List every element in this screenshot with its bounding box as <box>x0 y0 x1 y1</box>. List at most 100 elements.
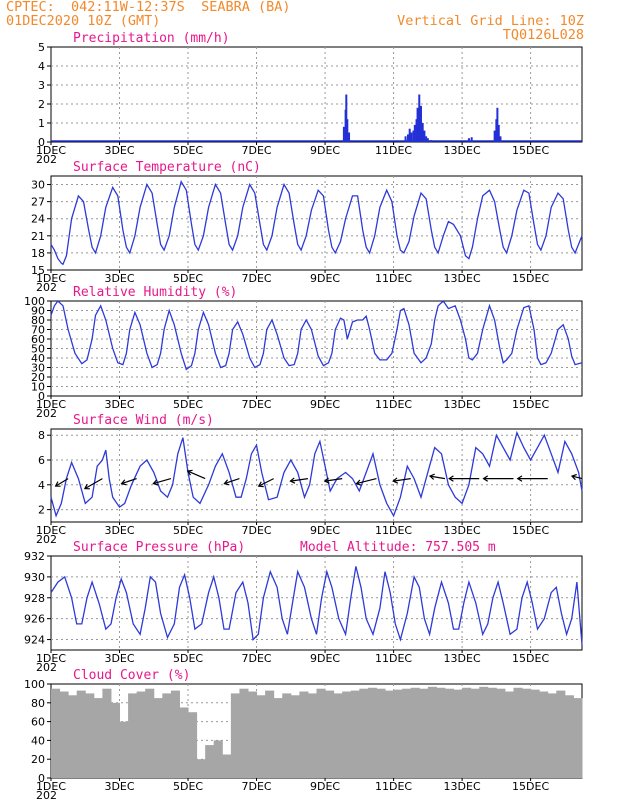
x-tick-label: 5DEC <box>173 780 203 793</box>
panel-title: Relative Humidity (%) <box>73 285 237 300</box>
precip-bar <box>497 124 500 142</box>
cloud-bar <box>128 693 138 778</box>
y-tick-label: 100 <box>24 678 45 691</box>
wind-arrow-head <box>152 479 159 486</box>
x-tick-label: 9DEC <box>310 524 340 537</box>
precip-bar <box>499 136 502 142</box>
wind-arrow <box>84 478 103 490</box>
x-tick-label: 13DEC <box>444 524 481 537</box>
x-tick-label: 9DEC <box>310 144 340 157</box>
cloud-bar <box>410 687 420 778</box>
x-tick-label: 1DEC <box>36 398 66 411</box>
cloud-bar <box>522 688 532 778</box>
x-tick-label: 7DEC <box>241 780 271 793</box>
precip-bar <box>419 105 422 142</box>
cloud-bar <box>393 689 403 778</box>
header-grid-line: Vertical Grid Line: 10Z <box>397 13 584 29</box>
cloud-bar <box>367 687 377 778</box>
x-tick-label: 7DEC <box>241 524 271 537</box>
x-tick-label: 7DEC <box>241 652 271 665</box>
wind-arrow-head <box>323 477 330 484</box>
x-tick-label: 7DEC <box>241 144 271 157</box>
x-tick-label: 3DEC <box>104 272 134 285</box>
y-tick-label: 100 <box>24 295 45 308</box>
x-tick-label: 11DEC <box>375 398 412 411</box>
series-line <box>50 430 583 518</box>
precip-bar <box>346 119 349 142</box>
x-tick-label: 5DEC <box>173 398 203 411</box>
x-tick-label: 3DEC <box>104 398 134 411</box>
precip-bar <box>470 137 473 142</box>
cloud-bar <box>342 691 352 778</box>
cloud-bar <box>265 690 275 778</box>
x-tick-label: 1DEC <box>36 524 66 537</box>
header-station: CPTEC: 042:11W-12:37S SEABRA (BA) <box>6 0 291 15</box>
wind-arrow <box>224 478 240 485</box>
precip-bar <box>404 136 407 142</box>
panel-frame <box>50 428 583 523</box>
x-tick-label: 1DEC <box>36 144 66 157</box>
wind-arrow <box>55 478 69 487</box>
precip-bar <box>495 119 498 142</box>
wind-arrow-head <box>223 479 230 486</box>
cloud-bar <box>539 691 549 778</box>
cloud-bar <box>162 693 172 778</box>
cloud-bar <box>470 688 480 778</box>
precip-bar <box>493 130 496 142</box>
cloud-bar <box>136 691 146 778</box>
x-tick-label: 11DEC <box>375 272 412 285</box>
x-tick-label: 15DEC <box>512 780 549 793</box>
panel-title: Surface Pressure (hPa) <box>73 540 245 555</box>
cloud-bar <box>462 687 472 778</box>
y-tick-label: 20 <box>31 371 45 384</box>
cloud-bar <box>402 688 412 778</box>
panel-subtitle: Model Altitude: 757.505 m <box>300 540 496 555</box>
cloud-bar <box>188 712 198 778</box>
cloud-bar <box>68 695 78 778</box>
y-tick-label: 928 <box>24 592 45 605</box>
x-tick-label: 9DEC <box>310 398 340 411</box>
wind-arrow-head <box>448 475 454 482</box>
x-year-label: 202 <box>36 281 57 294</box>
y-tick-label: 90 <box>31 305 45 318</box>
series-line <box>50 566 583 645</box>
y-tick-label: 70 <box>31 324 45 337</box>
x-tick-label: 15DEC <box>512 272 549 285</box>
wind-arrow <box>290 478 309 482</box>
x-tick-label: 3DEC <box>104 780 134 793</box>
wind-arrow <box>324 478 343 482</box>
x-tick-label: 9DEC <box>310 272 340 285</box>
header-model-code: TQ0126L028 <box>502 27 584 43</box>
x-tick-label: 13DEC <box>444 780 481 793</box>
x-tick-label: 5DEC <box>173 144 203 157</box>
cloud-bar <box>556 690 566 778</box>
y-tick-label: 80 <box>31 314 45 327</box>
cloud-bar <box>213 740 223 778</box>
x-tick-label: 15DEC <box>512 144 549 157</box>
precip-bar <box>496 107 499 142</box>
cloud-bar <box>376 688 386 778</box>
precip-bar <box>410 132 413 142</box>
x-tick-label: 15DEC <box>512 524 549 537</box>
cloud-bar <box>145 688 155 778</box>
cloud-bar <box>325 690 335 778</box>
cloud-bar <box>110 702 121 778</box>
wind-arrow-head <box>257 481 264 488</box>
wind-arrow-head <box>186 469 193 476</box>
y-tick-label: 1 <box>38 117 45 130</box>
x-tick-label: 5DEC <box>173 524 203 537</box>
y-tick-label: 5 <box>38 41 45 54</box>
y-tick-label: 10 <box>31 381 45 394</box>
cloud-bar <box>504 691 514 778</box>
y-tick-label: 3 <box>38 79 45 92</box>
precip-bar <box>348 132 351 142</box>
cloud-bar <box>564 695 574 778</box>
cloud-bar <box>85 693 95 778</box>
x-tick-label: 7DEC <box>241 272 271 285</box>
y-tick-label: 2 <box>38 504 45 517</box>
x-tick-label: 7DEC <box>241 398 271 411</box>
panel-frame <box>50 175 583 271</box>
y-tick-label: 80 <box>31 697 45 710</box>
x-tick-label: 13DEC <box>444 398 481 411</box>
